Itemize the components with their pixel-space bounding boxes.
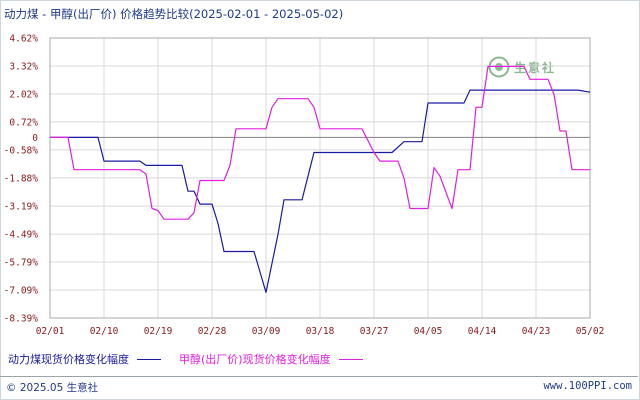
y-tick-label: 2.02%: [9, 89, 38, 100]
series-line-coal: [50, 89, 591, 293]
series-lines: [50, 65, 591, 293]
x-tick-label: 03/18: [306, 326, 335, 337]
footer-website-link[interactable]: www.100PPI.com: [543, 380, 632, 392]
legend-label-coal: 动力煤现货价格变化幅度: [8, 353, 129, 366]
y-tick-label: -8.39%: [4, 314, 39, 325]
legend-label-methanol: 甲醇(出厂价)现货价格变化幅度: [179, 353, 331, 366]
y-tick-label: 3.32%: [9, 61, 38, 72]
y-tick-label: -7.09%: [4, 286, 39, 297]
x-tick-label: 03/09: [252, 326, 281, 337]
legend: 动力煤现货价格变化幅度 甲醇(出厂价)现货价格变化幅度: [8, 351, 381, 367]
legend-swatch-methanol: [338, 358, 363, 360]
x-tick-label: 02/10: [90, 326, 119, 337]
y-tick-label: -1.88%: [4, 173, 39, 184]
x-tick-label: 02/19: [144, 326, 173, 337]
x-tick-label: 04/14: [468, 326, 497, 337]
footer-copyright: © 2025.05 生意社: [6, 382, 99, 394]
x-tick-label: 02/01: [36, 326, 65, 337]
y-tick-label: 0: [32, 133, 38, 144]
x-tick-label: 03/27: [360, 326, 389, 337]
y-tick-label: 0.72%: [9, 117, 38, 128]
footer-divider: [0, 376, 638, 377]
grid-lines: [49, 37, 591, 319]
tick-labels: 02/01 02/10 02/19 02/28 03/09 03/18 03/27 04/05…: [4, 34, 605, 338]
x-tick-label: 04/05: [414, 326, 443, 337]
axes: [49, 37, 591, 319]
series-line-methanol: [50, 65, 590, 220]
y-tick-label: -0.58%: [4, 145, 39, 156]
x-tick-label: 02/28: [198, 326, 227, 337]
chart-title: 动力煤 - 甲醇(出厂价) 价格趋势比较(2025-02-01 - 2025-0…: [4, 7, 344, 21]
y-tick-label: -3.19%: [4, 202, 39, 213]
y-tick-label: -5.79%: [4, 258, 39, 269]
plot-border: [49, 37, 591, 319]
x-tick-label: 05/02: [576, 326, 605, 337]
y-tick-label: 4.62%: [9, 34, 38, 45]
legend-swatch-coal: [137, 358, 161, 360]
x-tick-label: 04/23: [522, 326, 551, 337]
logo-text: 生意社: [514, 60, 557, 75]
y-tick-label: -4.49%: [4, 230, 39, 241]
